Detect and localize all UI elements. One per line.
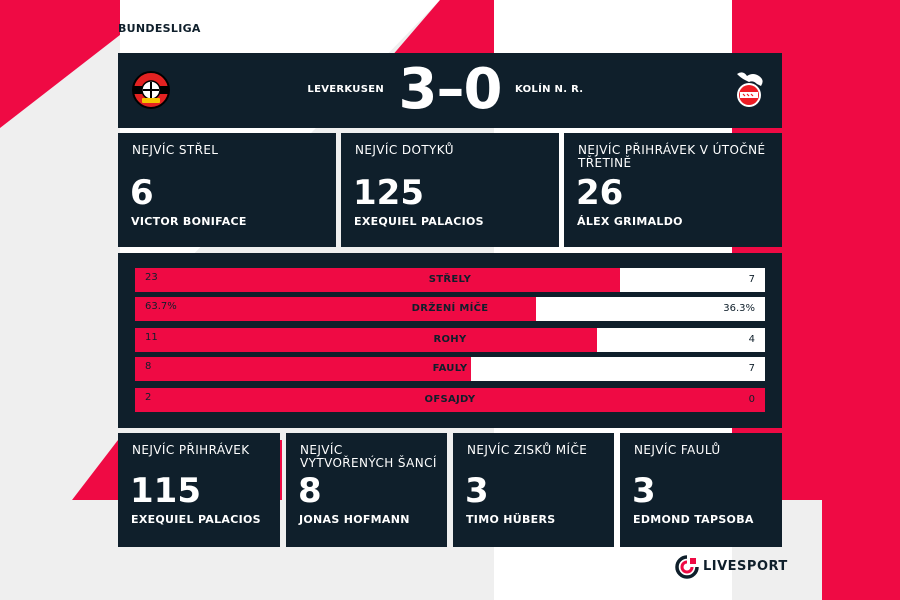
stat-card-chances-created: NEJVÍC VYTVOŘENÝCH ŠANCÍ 8 JONAS HOFMANN bbox=[286, 433, 447, 547]
stat-card-player: JONAS HOFMANN bbox=[299, 513, 410, 526]
comparison-label: OFSAJDY bbox=[424, 394, 476, 405]
stat-card-touches: NEJVÍC DOTYKŮ 125 EXEQUIEL PALACIOS bbox=[341, 133, 559, 247]
home-bar bbox=[135, 388, 765, 412]
stat-card-value: 3 bbox=[632, 471, 656, 511]
stat-card-player: ÁLEX GRIMALDO bbox=[577, 215, 683, 228]
home-bar bbox=[135, 268, 621, 292]
stat-card-value: 125 bbox=[353, 173, 424, 213]
stat-card-recoveries: NEJVÍC ZISKŮ MÍČE 3 TIMO HÜBERS bbox=[453, 433, 614, 547]
comparison-row-possession: 63.7% DRŽENÍ MÍČE 36.3% bbox=[135, 297, 765, 321]
stat-card-final-third-passes: NEJVÍC PŘIHRÁVEK V ÚTOČNÉ TŘETINĚ 26 ÁLE… bbox=[564, 133, 782, 247]
comparison-label: ROHY bbox=[433, 334, 467, 345]
koln-crest-icon bbox=[737, 72, 763, 107]
scoreboard: LEVERKUSEN 3–0 KOLÍN N. R. bbox=[118, 53, 782, 128]
leverkusen-crest-icon bbox=[132, 71, 170, 109]
match-score: 3–0 bbox=[398, 57, 503, 122]
stat-card-label: NEJVÍC ZISKŮ MÍČE bbox=[467, 443, 588, 457]
comparison-label: STŘELY bbox=[428, 274, 472, 285]
away-value: 36.3% bbox=[723, 303, 755, 314]
comparison-row-fouls: 8 FAULY 7 bbox=[135, 357, 765, 381]
home-bar bbox=[135, 357, 471, 381]
stat-card-value: 26 bbox=[576, 173, 624, 213]
home-team-name: LEVERKUSEN bbox=[307, 84, 384, 95]
stat-card-player: TIMO HÜBERS bbox=[466, 513, 556, 526]
home-bar bbox=[135, 328, 597, 352]
stat-card-player: VICTOR BONIFACE bbox=[131, 215, 247, 228]
livesport-logo-icon bbox=[675, 555, 699, 579]
stat-card-player: EXEQUIEL PALACIOS bbox=[131, 513, 261, 526]
stat-card-value: 8 bbox=[298, 471, 322, 511]
comparison-label: FAULY bbox=[432, 363, 468, 374]
away-value: 4 bbox=[748, 334, 755, 345]
home-value: 11 bbox=[145, 332, 158, 343]
stat-card-shots: NEJVÍC STŘEL 6 VICTOR BONIFACE bbox=[118, 133, 336, 247]
away-value: 7 bbox=[748, 274, 755, 285]
home-value: 23 bbox=[145, 272, 158, 283]
league-name: BUNDESLIGA bbox=[118, 22, 201, 35]
away-team-name: KOLÍN N. R. bbox=[515, 84, 584, 95]
stat-card-value: 6 bbox=[130, 173, 154, 213]
home-value: 63.7% bbox=[145, 301, 177, 312]
stat-card-label: NEJVÍC STŘEL bbox=[132, 143, 219, 157]
stat-card-label: NEJVÍC PŘIHRÁVEK bbox=[132, 443, 250, 457]
stat-card-passes: NEJVÍC PŘIHRÁVEK 115 EXEQUIEL PALACIOS bbox=[118, 433, 280, 547]
stat-card-value: 115 bbox=[130, 471, 201, 511]
stat-card-player: EDMOND TAPSOBA bbox=[633, 513, 754, 526]
stat-card-fouls: NEJVÍC FAULŮ 3 EDMOND TAPSOBA bbox=[620, 433, 782, 547]
stat-card-label: NEJVÍC FAULŮ bbox=[634, 443, 721, 457]
stat-card-label: NEJVÍC DOTYKŮ bbox=[355, 143, 454, 157]
comparison-row-shots: 23 STŘELY 7 bbox=[135, 268, 765, 292]
stat-card-player: EXEQUIEL PALACIOS bbox=[354, 215, 484, 228]
comparison-row-corners: 11 ROHY 4 bbox=[135, 328, 765, 352]
home-value: 8 bbox=[145, 361, 152, 372]
stat-card-label: NEJVÍC VYTVOŘENÝCH ŠANCÍ bbox=[300, 443, 437, 470]
home-value: 2 bbox=[145, 392, 152, 403]
away-value: 0 bbox=[748, 394, 755, 405]
home-bar bbox=[135, 297, 537, 321]
comparison-row-offsides: 2 OFSAJDY 0 bbox=[135, 388, 765, 412]
team-comparison: 23 STŘELY 7 63.7% DRŽENÍ MÍČE 36.3% 11 R… bbox=[118, 253, 782, 428]
away-value: 7 bbox=[748, 363, 755, 374]
brand-name: LIVESPORT bbox=[703, 559, 788, 574]
comparison-label: DRŽENÍ MÍČE bbox=[411, 303, 489, 314]
stat-card-value: 3 bbox=[465, 471, 489, 511]
stat-card-label: NEJVÍC PŘIHRÁVEK V ÚTOČNÉ TŘETINĚ bbox=[578, 143, 766, 170]
